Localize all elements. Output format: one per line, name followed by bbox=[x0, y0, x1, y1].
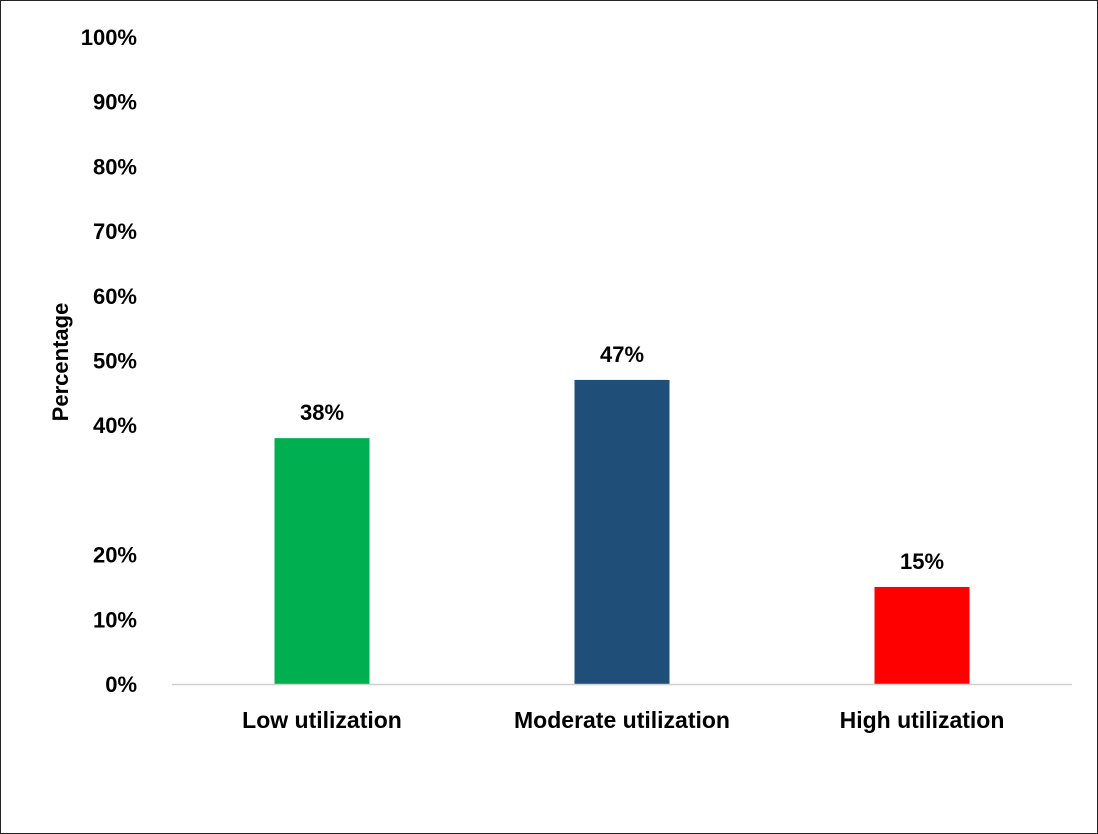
y-tick-label: 40% bbox=[93, 413, 137, 438]
bar-moderate-utilization bbox=[574, 379, 670, 684]
data-label: 47% bbox=[600, 342, 644, 367]
y-tick-label: 70% bbox=[93, 219, 137, 244]
data-labels: 38% 47% 15% bbox=[300, 342, 944, 574]
y-tick-label: 0% bbox=[105, 672, 137, 697]
y-tick-label: 90% bbox=[93, 90, 137, 115]
y-tick-label: 80% bbox=[93, 154, 137, 179]
category-label: High utilization bbox=[840, 707, 1005, 733]
bars bbox=[274, 379, 970, 684]
data-label: 38% bbox=[300, 400, 344, 425]
y-axis-title: Percentage bbox=[48, 303, 73, 422]
data-label: 15% bbox=[900, 549, 944, 574]
y-axis-ticks: 100% 90% 80% 70% 60% 50% 40% 20% 10% 0% bbox=[81, 25, 137, 697]
category-labels: Low utilization Moderate utilization High … bbox=[242, 707, 1004, 733]
y-tick-label: 20% bbox=[93, 543, 137, 568]
bar-low-utilization bbox=[274, 438, 370, 684]
y-tick-label: 10% bbox=[93, 607, 137, 632]
category-label: Low utilization bbox=[242, 707, 402, 733]
y-tick-label: 50% bbox=[93, 349, 137, 374]
y-tick-label: 60% bbox=[93, 284, 137, 309]
y-tick-label: 100% bbox=[81, 25, 137, 50]
bar-high-utilization bbox=[874, 586, 970, 684]
category-label: Moderate utilization bbox=[514, 707, 730, 733]
